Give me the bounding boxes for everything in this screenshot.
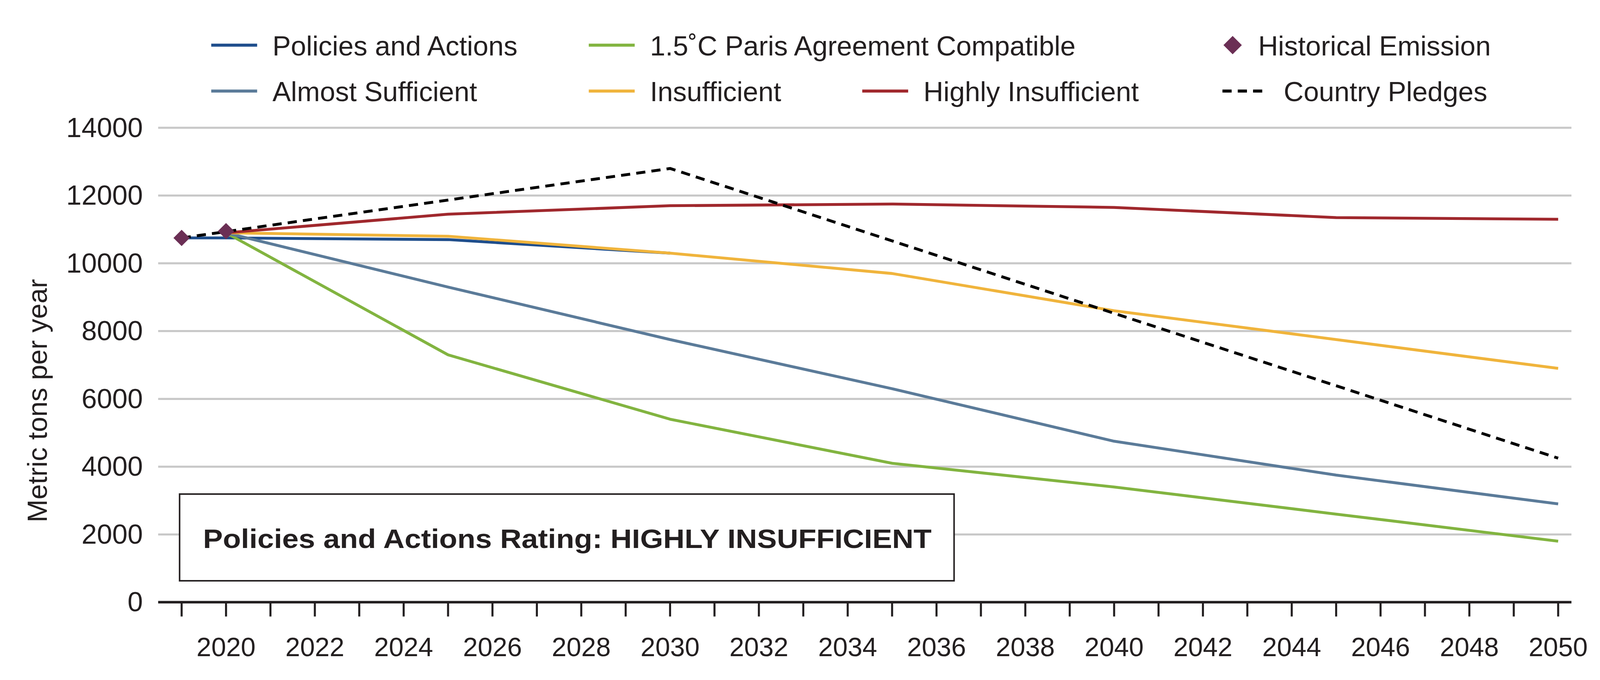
legend-line [588,89,635,93]
legend-label: Almost Sufficient [272,76,477,108]
x-tick [935,602,938,617]
series-line [226,232,1559,542]
x-minor-tick [358,602,361,617]
x-tick [846,602,849,617]
annotation-box [179,494,955,581]
x-minor-tick [1423,602,1426,617]
x-tick [1290,602,1293,617]
legend-label: Historical Emission [1258,30,1492,62]
x-minor-tick [891,602,893,617]
x-tick [1024,602,1027,617]
x-tick-label: 2032 [729,632,789,662]
x-tick-label: 2024 [374,632,434,662]
grid-line [158,465,1572,468]
x-axis-line [158,601,1572,604]
x-minor-tick [535,602,538,617]
series-line [226,232,1559,504]
y-tick-label: 4000 [81,450,143,482]
x-tick-label: 2022 [285,632,345,662]
x-minor-tick [1246,602,1249,617]
x-tick [402,602,405,617]
x-minor-tick [980,602,983,617]
x-tick [580,602,583,617]
point [173,229,190,247]
x-tick [757,602,760,617]
legend-line [211,43,258,47]
x-minor-tick [713,602,716,617]
x-tick-label: 2034 [818,632,878,662]
x-tick [225,602,227,617]
y-axis-label: Metric tons per year [21,278,53,523]
y-tick-label: 12000 [66,179,143,211]
legend-label: Policies and Actions [272,30,518,62]
x-minor-tick [802,602,805,617]
x-minor-tick [269,602,272,617]
plot-area [173,168,1559,542]
y-tick-label: 6000 [81,383,143,415]
legend-line [588,43,635,47]
legend-label: 1.5˚C Paris Agreement Compatible [650,30,1076,62]
x-tick [1557,602,1559,617]
annotation: Policies and Actions Rating: HIGHLY INSU… [203,524,932,554]
x-tick-label: 2048 [1439,632,1499,662]
x-minor-tick [1157,602,1160,617]
x-minor-tick [446,602,449,617]
x-minor-tick [1335,602,1338,617]
x-tick-label: 2042 [1173,632,1233,662]
grid-line [158,330,1572,333]
legend-line [1222,89,1269,93]
legend-line [211,89,258,93]
y-tick-label: 10000 [66,247,143,279]
x-tick-label: 2036 [907,632,967,662]
legend-label: Highly Insufficient [923,76,1140,108]
x-tick [1113,602,1116,617]
legend-label: Country Pledges [1283,76,1488,108]
x-minor-tick [1068,602,1071,617]
x-tick-label: 2046 [1351,632,1411,662]
series-line [181,168,1559,459]
x-tick [313,602,316,617]
y-tick-label: 0 [127,586,143,618]
x-tick [669,602,672,617]
legend-label: Insufficient [650,76,782,108]
y-tick-label: 2000 [81,518,143,550]
x-tick-label: 2026 [462,632,522,662]
x-tick [491,602,494,617]
legend-line [862,89,909,93]
series-line [226,232,1559,369]
grid-line [158,262,1572,265]
grid-line [158,398,1572,400]
legend-marker [1223,35,1242,55]
x-tick-label: 2044 [1262,632,1322,662]
x-tick-label: 2038 [995,632,1055,662]
x-tick [1379,602,1382,617]
x-tick-label: 2028 [551,632,611,662]
grid-line [158,126,1572,129]
grid-line [158,601,1572,604]
point [217,223,235,240]
x-minor-tick [1512,602,1515,617]
x-minor-tick [180,602,183,617]
x-tick-label: 2020 [196,632,256,662]
x-tick [1201,602,1204,617]
x-tick-label: 2030 [640,632,700,662]
series-line [226,203,1559,233]
x-tick-label: 2040 [1084,632,1144,662]
chart: 0 2000 4000 6000 8000 10000 12000 14000 2020 2022… [0,0,1600,680]
x-tick-label: 2050 [1528,632,1588,662]
y-tick-label: 8000 [81,315,143,347]
x-minor-tick [624,602,627,617]
y-tick-label: 14000 [66,112,143,143]
x-tick [1468,602,1471,617]
grid-line [158,194,1572,197]
